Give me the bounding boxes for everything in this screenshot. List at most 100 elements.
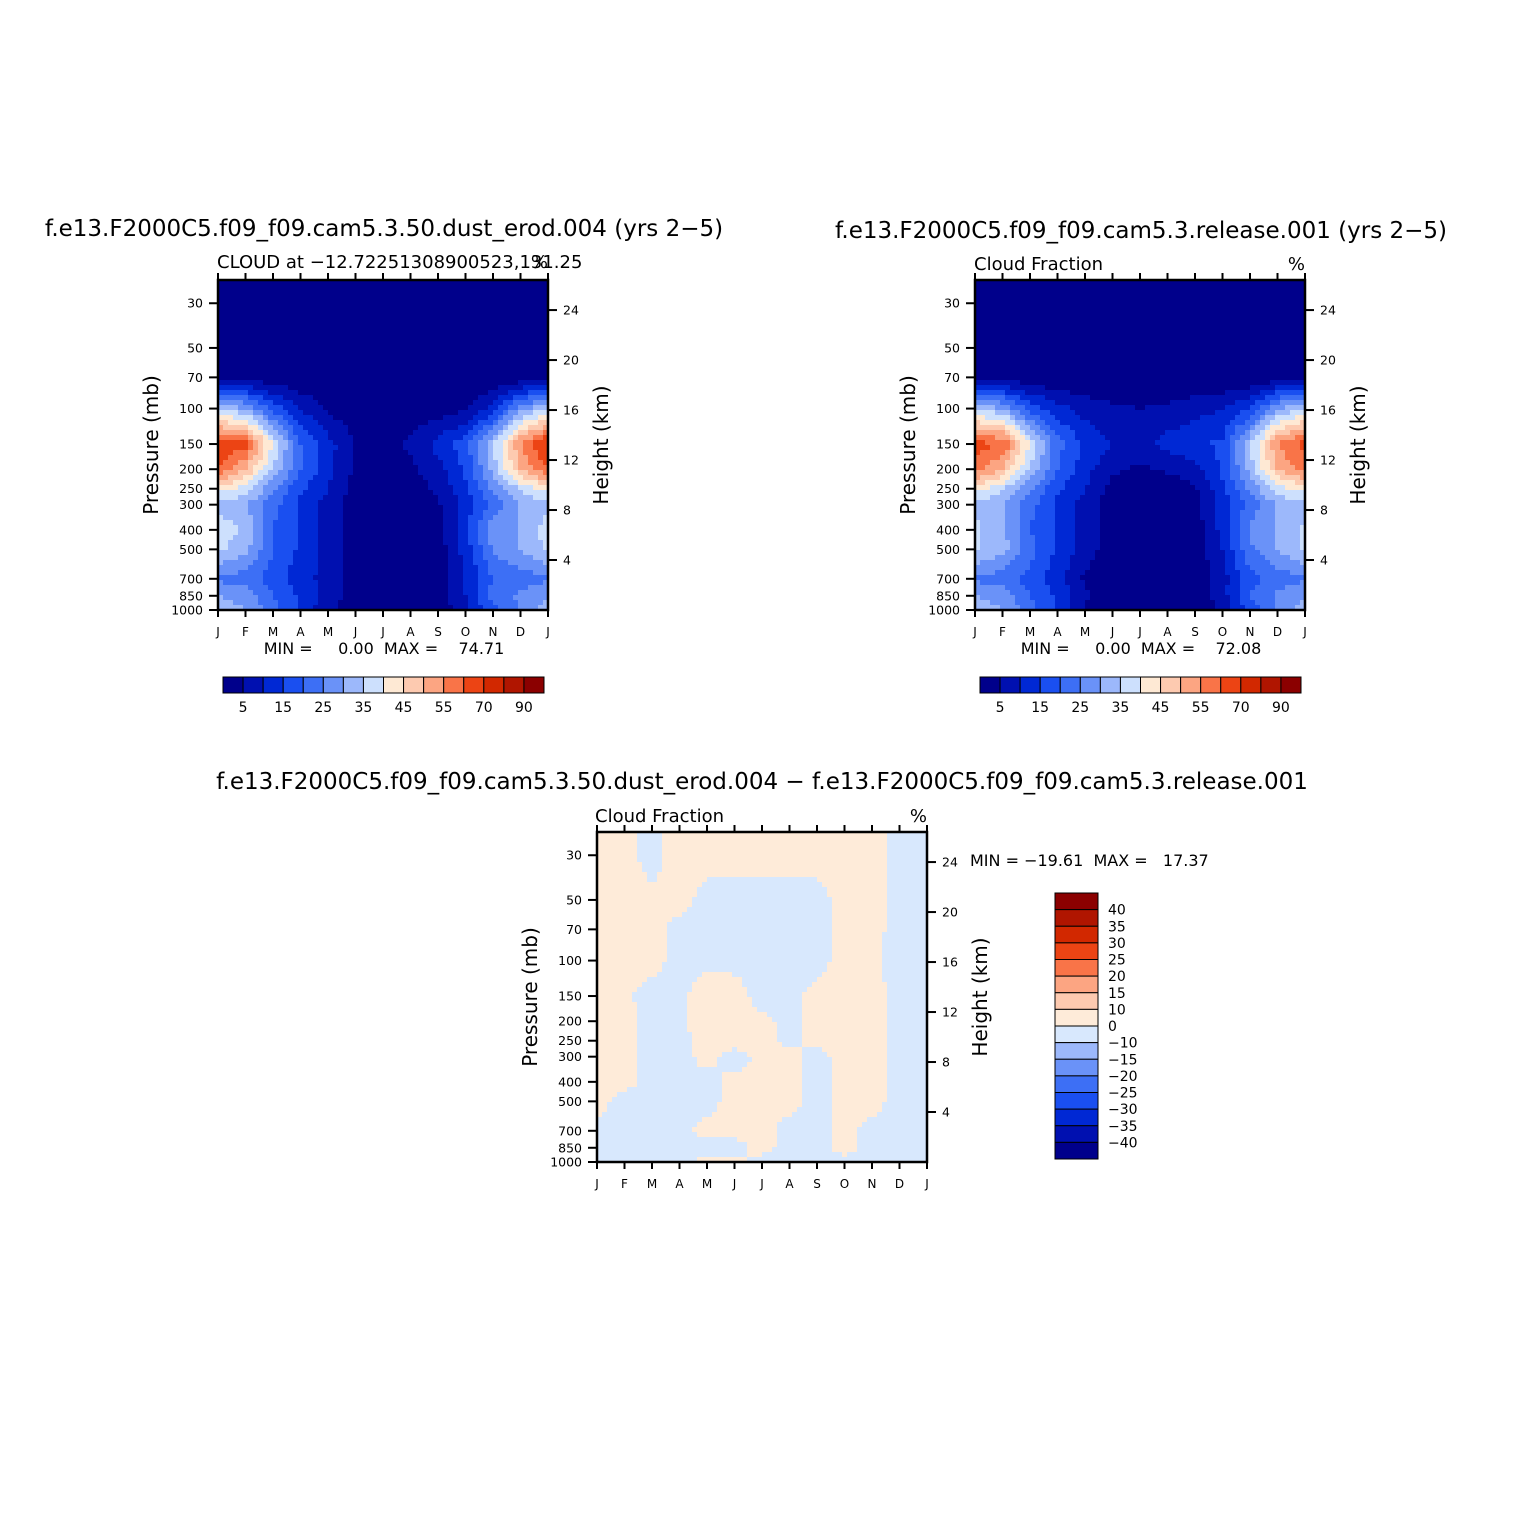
contour-cell [288, 600, 294, 606]
contour-cell [518, 480, 524, 486]
contour-cell [253, 425, 259, 431]
contour-cell [428, 305, 434, 311]
contour-cell [1165, 295, 1171, 301]
contour-cell [408, 440, 414, 446]
contour-cell [423, 320, 429, 326]
contour-cell [1000, 300, 1006, 306]
contour-cell [233, 335, 239, 341]
contour-cell [353, 515, 359, 521]
contour-cell [298, 445, 304, 451]
contour-cell [248, 340, 254, 346]
contour-cell [443, 290, 449, 296]
contour-cell [378, 370, 384, 376]
contour-cell [318, 290, 324, 296]
contour-cell [378, 455, 384, 461]
contour-cell [343, 290, 349, 296]
contour-cell [323, 390, 329, 396]
contour-cell [363, 450, 369, 456]
contour-cell [538, 375, 544, 381]
contour-cell [263, 395, 269, 401]
contour-cell [223, 540, 229, 546]
contour-cell [223, 415, 229, 421]
contour-cell [453, 400, 459, 406]
contour-cell [368, 330, 374, 336]
contour-cell [433, 545, 439, 551]
contour-cell [308, 345, 314, 351]
contour-cell [283, 295, 289, 301]
contour-cell [383, 480, 389, 486]
contour-cell [1175, 310, 1181, 316]
contour-cell [488, 470, 494, 476]
contour-cell [388, 335, 394, 341]
contour-cell [338, 345, 344, 351]
contour-cell [238, 570, 244, 576]
contour-cell [493, 445, 499, 451]
contour-cell [473, 405, 479, 411]
contour-cell [1175, 290, 1181, 296]
contour-cell [328, 355, 334, 361]
contour-cell [433, 330, 439, 336]
y-tick-label: 70 [187, 370, 203, 385]
contour-cell [533, 525, 539, 531]
contour-cell [328, 375, 334, 381]
contour-cell [483, 445, 489, 451]
contour-cell [1090, 295, 1096, 301]
contour-cell [383, 285, 389, 291]
contour-cell [985, 285, 991, 291]
contour-cell [503, 440, 509, 446]
contour-cell [528, 345, 534, 351]
contour-cell [1155, 315, 1161, 321]
contour-cell [498, 425, 504, 431]
contour-cell [293, 315, 299, 321]
contour-cell [478, 560, 484, 566]
contour-cell [218, 560, 224, 566]
contour-cell [353, 310, 359, 316]
contour-cell [298, 410, 304, 416]
contour-cell [473, 540, 479, 546]
contour-cell [313, 385, 319, 391]
contour-cell [333, 475, 339, 481]
contour-cell [543, 560, 548, 566]
contour-cell [308, 360, 314, 366]
contour-cell [423, 575, 429, 581]
contour-cell [248, 335, 254, 341]
contour-cell [1075, 310, 1081, 316]
contour-cell [348, 395, 354, 401]
contour-cell [328, 590, 334, 596]
contour-cell [533, 455, 539, 461]
contour-cell [388, 310, 394, 316]
contour-cell [488, 565, 494, 571]
contour-cell [363, 365, 369, 371]
contour-cell [463, 550, 469, 556]
contour-cell [218, 440, 224, 446]
contour-cell [268, 540, 274, 546]
contour-cell [513, 525, 519, 531]
contour-cell [463, 345, 469, 351]
contour-cell [238, 340, 244, 346]
contour-cell [383, 355, 389, 361]
contour-cell [288, 530, 294, 536]
contour-cell [318, 600, 324, 606]
contour-cell [313, 460, 319, 466]
contour-cell [238, 370, 244, 376]
contour-cell [378, 505, 384, 511]
contour-cell [368, 370, 374, 376]
contour-cell [488, 330, 494, 336]
contour-cell [393, 455, 399, 461]
contour-cell [363, 570, 369, 576]
contour-cell [503, 300, 509, 306]
contour-cell [503, 455, 509, 461]
contour-cell [483, 600, 489, 606]
contour-cell [1125, 310, 1131, 316]
contour-cell [308, 415, 314, 421]
contour-cell [1095, 290, 1101, 296]
contour-cell [448, 370, 454, 376]
contour-cell [283, 515, 289, 521]
contour-cell [223, 600, 229, 606]
contour-cell [293, 440, 299, 446]
contour-cell [268, 525, 274, 531]
contour-cell [403, 550, 409, 556]
contour-cell [323, 605, 329, 610]
contour-cell [223, 460, 229, 466]
contour-cell [368, 430, 374, 436]
